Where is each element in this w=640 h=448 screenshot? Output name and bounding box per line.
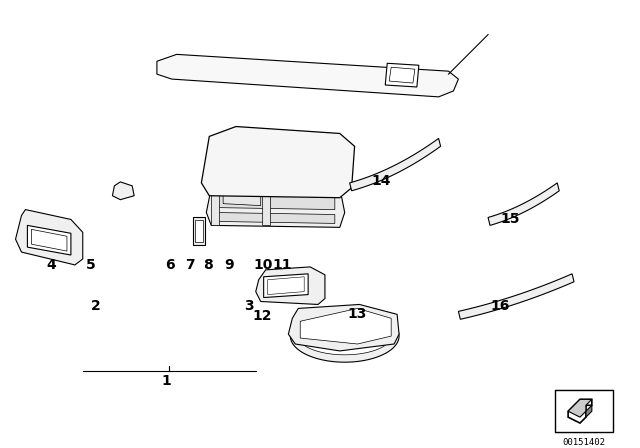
Polygon shape: [488, 183, 559, 225]
Polygon shape: [291, 310, 399, 362]
Text: 2: 2: [91, 299, 100, 314]
Polygon shape: [206, 188, 345, 227]
Polygon shape: [289, 305, 399, 351]
Text: 14: 14: [372, 174, 391, 188]
Polygon shape: [280, 150, 302, 163]
Text: 3: 3: [244, 299, 253, 314]
Polygon shape: [568, 399, 592, 417]
Polygon shape: [385, 63, 419, 87]
Polygon shape: [568, 399, 592, 423]
Polygon shape: [195, 220, 204, 242]
Text: 6: 6: [165, 258, 175, 272]
Polygon shape: [264, 274, 308, 297]
Bar: [556, 391, 612, 432]
Polygon shape: [28, 225, 71, 255]
Text: 11: 11: [273, 258, 292, 272]
Text: 4: 4: [46, 258, 56, 272]
Polygon shape: [193, 217, 205, 245]
Polygon shape: [298, 317, 391, 355]
Text: 16: 16: [490, 299, 509, 314]
Polygon shape: [586, 405, 592, 417]
Polygon shape: [202, 126, 355, 198]
Polygon shape: [223, 194, 260, 206]
Polygon shape: [221, 150, 318, 180]
Polygon shape: [113, 182, 134, 200]
Polygon shape: [216, 193, 335, 210]
Polygon shape: [216, 212, 335, 224]
Text: 9: 9: [224, 258, 234, 272]
Polygon shape: [211, 142, 340, 183]
Text: 5: 5: [86, 258, 95, 272]
Polygon shape: [306, 148, 324, 162]
Text: 12: 12: [253, 309, 273, 323]
Polygon shape: [262, 193, 271, 225]
Text: 13: 13: [348, 307, 367, 321]
Text: 15: 15: [500, 212, 520, 226]
Polygon shape: [211, 193, 219, 225]
Polygon shape: [157, 54, 458, 97]
Text: 1: 1: [162, 374, 172, 388]
Polygon shape: [300, 308, 391, 344]
Polygon shape: [349, 138, 440, 191]
Text: 8: 8: [204, 258, 213, 272]
Text: 00151402: 00151402: [563, 438, 605, 447]
Polygon shape: [458, 274, 574, 319]
Text: 7: 7: [185, 258, 195, 272]
Polygon shape: [15, 210, 83, 265]
Text: 10: 10: [253, 258, 273, 272]
Polygon shape: [256, 267, 325, 305]
